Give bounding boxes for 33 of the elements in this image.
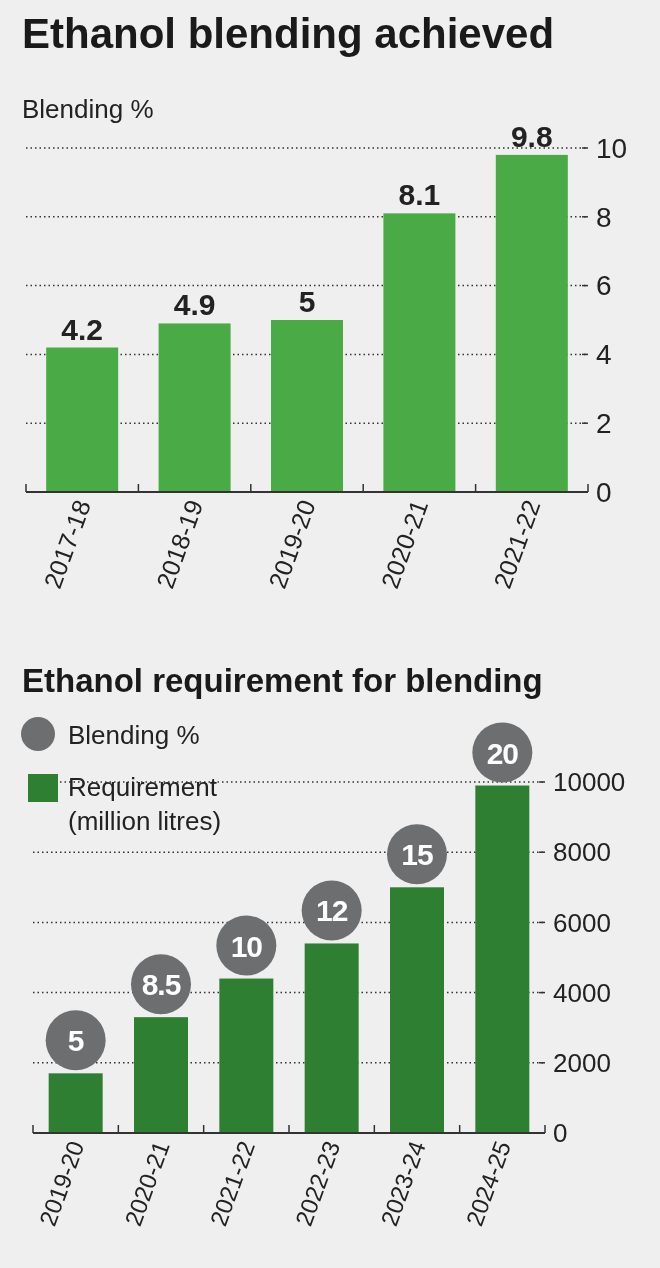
y-tick-label: 6000	[553, 907, 611, 938]
y-tick-label: 8000	[553, 837, 611, 868]
legend-label: Requirement (million litres)	[68, 772, 222, 836]
text: 12	[315, 894, 348, 928]
y-tick-label: 2	[596, 408, 612, 439]
text: 20	[486, 736, 519, 770]
chart-title: Ethanol blending achieved	[22, 10, 555, 57]
legend-label: Blending %	[68, 720, 200, 750]
y-tick-label: 8	[596, 201, 612, 233]
y-tick-label: 2000	[553, 1047, 611, 1078]
text: 8.5	[141, 968, 181, 1002]
y-tick-label: 10	[596, 132, 628, 164]
bar	[271, 320, 343, 492]
data-label: 9.8	[510, 119, 553, 153]
bar	[495, 154, 568, 492]
data-label: 8.1	[398, 178, 441, 212]
y-tick-label: 4000	[553, 977, 611, 1008]
y-tick-label: 6	[596, 270, 612, 302]
y-tick-label: 10000	[553, 767, 626, 798]
data-label: 4.2	[61, 312, 104, 346]
bar	[383, 213, 456, 492]
bar	[158, 323, 231, 492]
y-axis-title: Blending %	[22, 94, 154, 124]
bar	[46, 347, 119, 492]
y-tick-label: 4	[596, 339, 612, 371]
chart-title: Ethanol requirement for blending	[22, 662, 543, 699]
text: 15	[401, 838, 433, 872]
text: 10	[230, 929, 263, 963]
text: 5	[67, 1024, 84, 1058]
y-tick-label: 0	[553, 1118, 568, 1149]
data-label: 4.9	[173, 288, 216, 322]
data-label: 5	[298, 285, 316, 318]
y-tick-label: 0	[596, 476, 612, 508]
